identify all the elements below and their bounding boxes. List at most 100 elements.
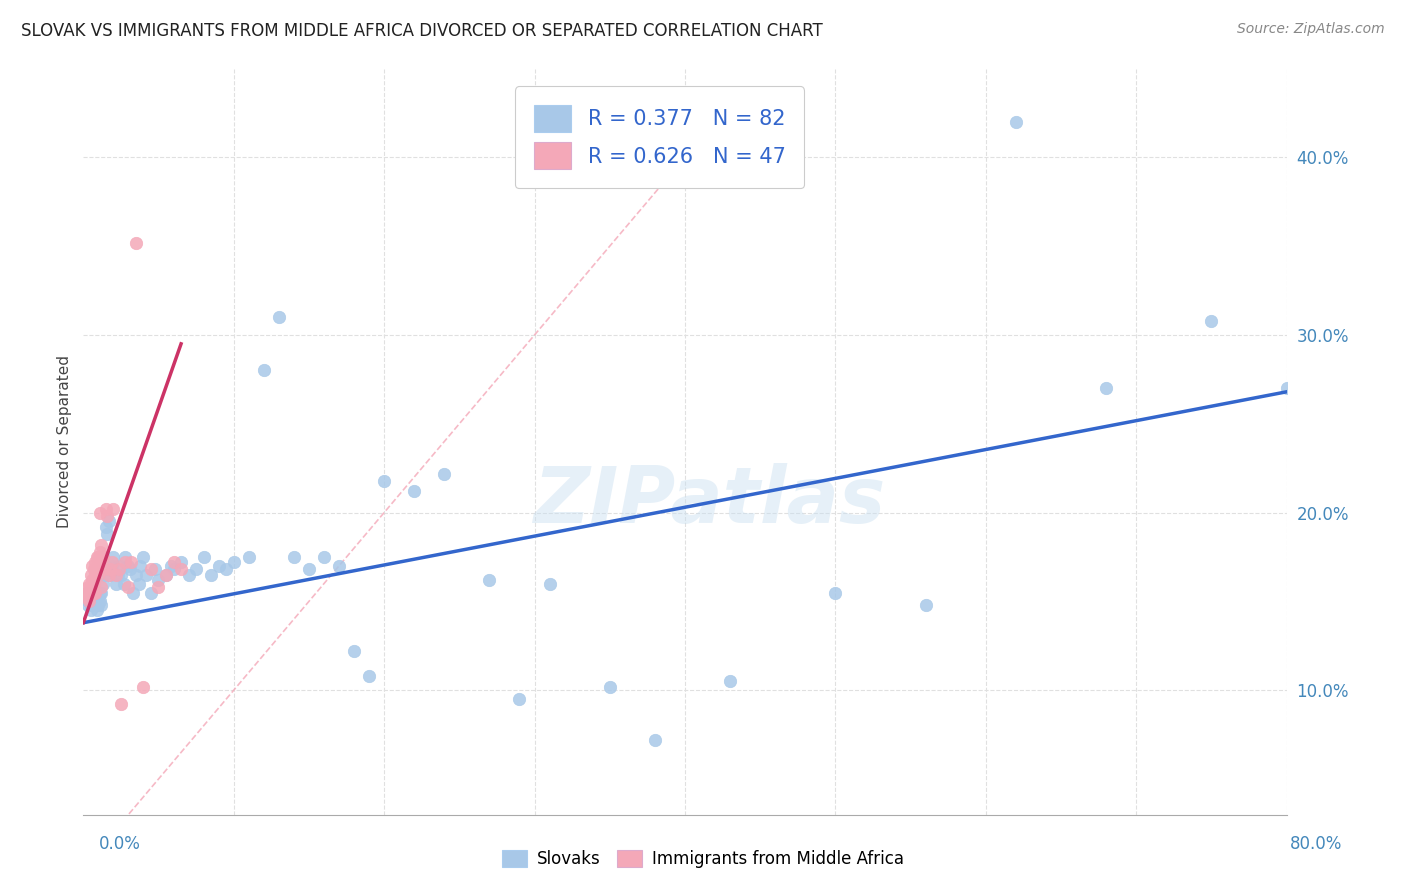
Point: [159, 558, 181, 573]
Point: [208, 558, 231, 573]
Point: [84, 555, 107, 569]
Point: [508, 692, 530, 706]
Text: ZIPatlas: ZIPatlas: [533, 463, 886, 540]
Point: [80, 589, 103, 603]
Point: [404, 484, 426, 499]
Point: [79, 594, 101, 608]
Point: [97, 515, 120, 529]
Point: [91, 549, 114, 564]
Point: [79, 585, 101, 599]
Y-axis label: Divorced or Separated: Divorced or Separated: [58, 355, 72, 528]
Point: [139, 585, 162, 599]
Point: [82, 558, 104, 573]
Point: [105, 576, 128, 591]
Point: [83, 576, 105, 591]
Point: [128, 576, 150, 591]
Point: [91, 576, 114, 591]
Point: [139, 562, 162, 576]
Point: [644, 733, 666, 747]
Point: [80, 585, 103, 599]
Point: [914, 598, 936, 612]
Point: [93, 562, 115, 576]
Point: [90, 537, 112, 551]
Point: [478, 573, 501, 587]
Point: [96, 527, 118, 541]
Legend: Slovaks, Immigrants from Middle Africa: Slovaks, Immigrants from Middle Africa: [495, 843, 911, 875]
Point: [83, 585, 105, 599]
Text: 80.0%: 80.0%: [1291, 835, 1343, 853]
Point: [112, 576, 135, 591]
Point: [599, 680, 621, 694]
Point: [82, 573, 104, 587]
Point: [1005, 115, 1028, 129]
Point: [86, 603, 108, 617]
Point: [75, 585, 97, 599]
Point: [105, 567, 128, 582]
Point: [132, 549, 155, 564]
Point: [253, 363, 276, 377]
Point: [148, 573, 170, 587]
Point: [84, 585, 107, 599]
Point: [117, 580, 139, 594]
Point: [98, 562, 121, 576]
Point: [79, 594, 101, 608]
Point: [79, 585, 101, 599]
Point: [132, 680, 155, 694]
Point: [93, 567, 115, 582]
Point: [120, 555, 142, 569]
Point: [222, 555, 245, 569]
Point: [162, 555, 184, 569]
Point: [110, 698, 132, 712]
Point: [155, 567, 177, 582]
Point: [75, 585, 97, 599]
Point: [108, 558, 131, 573]
Point: [83, 594, 105, 608]
Text: SLOVAK VS IMMIGRANTS FROM MIDDLE AFRICA DIVORCED OR SEPARATED CORRELATION CHART: SLOVAK VS IMMIGRANTS FROM MIDDLE AFRICA …: [21, 22, 823, 40]
Point: [200, 567, 222, 582]
Point: [83, 562, 105, 576]
Point: [79, 576, 101, 591]
Point: [373, 474, 395, 488]
Point: [238, 549, 260, 564]
Point: [96, 509, 118, 524]
Point: [129, 558, 152, 573]
Point: [101, 555, 124, 569]
Point: [97, 567, 120, 582]
Point: [215, 562, 238, 576]
Point: [86, 562, 108, 576]
Point: [433, 467, 456, 481]
Point: [193, 549, 215, 564]
Point: [90, 585, 112, 599]
Point: [1201, 314, 1223, 328]
Point: [90, 598, 112, 612]
Point: [86, 594, 108, 608]
Legend: R = 0.377   N = 82, R = 0.626   N = 47: R = 0.377 N = 82, R = 0.626 N = 47: [515, 87, 804, 188]
Point: [101, 558, 124, 573]
Point: [118, 562, 141, 576]
Point: [87, 567, 110, 582]
Point: [98, 567, 121, 582]
Point: [80, 598, 103, 612]
Point: [110, 567, 132, 582]
Point: [1095, 381, 1118, 395]
Point: [76, 580, 98, 594]
Point: [170, 555, 193, 569]
Point: [89, 594, 111, 608]
Point: [148, 580, 170, 594]
Point: [162, 562, 184, 576]
Point: [359, 669, 381, 683]
Point: [84, 598, 107, 612]
Point: [84, 589, 107, 603]
Point: [177, 567, 200, 582]
Point: [125, 567, 148, 582]
Point: [84, 567, 107, 582]
Text: Source: ZipAtlas.com: Source: ZipAtlas.com: [1237, 22, 1385, 37]
Point: [184, 562, 207, 576]
Point: [82, 591, 104, 605]
Point: [824, 585, 846, 599]
Point: [125, 235, 148, 250]
Point: [170, 562, 193, 576]
Point: [107, 567, 129, 582]
Point: [76, 598, 98, 612]
Point: [145, 562, 167, 576]
